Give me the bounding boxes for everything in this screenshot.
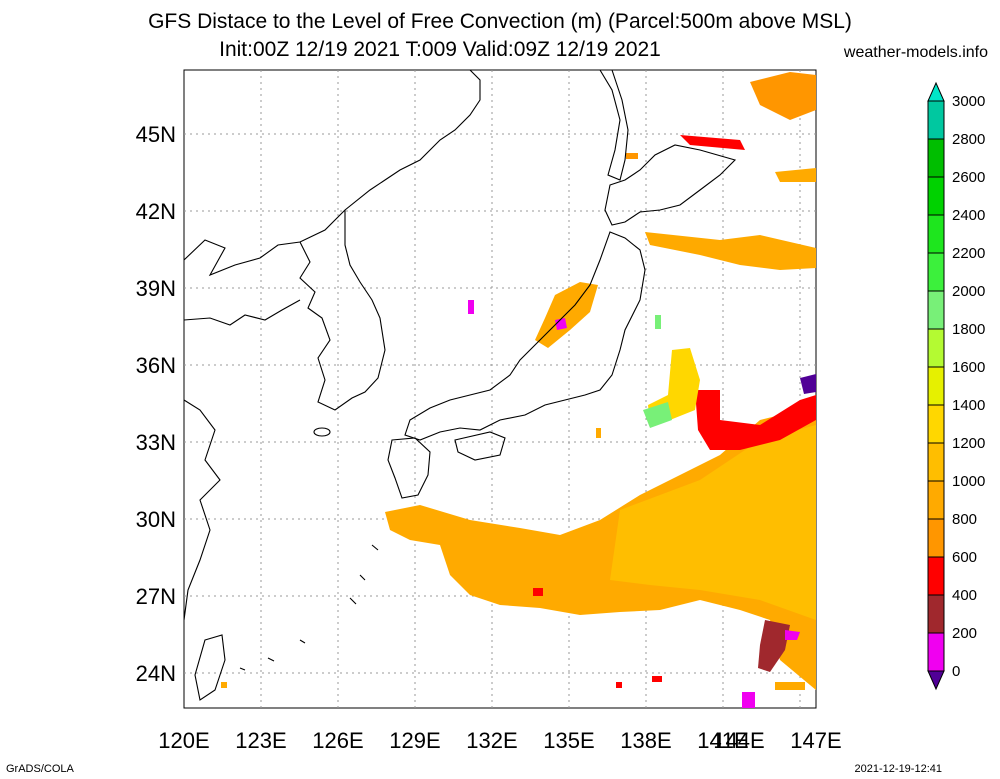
colorbar-swatch: [927, 404, 945, 444]
lat-label: 45N: [136, 122, 176, 147]
sakhalin-coast: [599, 69, 629, 181]
colorbar-swatch: [927, 442, 945, 482]
lat-label: 24N: [136, 661, 176, 686]
lon-label: 120E: [158, 728, 209, 753]
lfc-speck: [468, 300, 474, 314]
colorbar-label: 3000: [952, 93, 985, 110]
taiwan-coast: [194, 634, 226, 701]
map-frame: [183, 69, 817, 709]
lat-lon-grid: [184, 70, 816, 708]
lfc-area-orange-2: [610, 425, 816, 620]
colorbar-swatch: [927, 290, 945, 330]
lat-label: 39N: [136, 276, 176, 301]
lfc-speck: [626, 153, 638, 159]
lon-label: 126E: [312, 728, 363, 753]
lfc-speck: [596, 428, 601, 438]
colorbar-label: 400: [952, 587, 977, 604]
lfc-area-green: [643, 402, 672, 428]
lfc-speck: [533, 588, 543, 596]
jeju-island: [313, 427, 331, 437]
korea-coast: [299, 210, 386, 411]
colorbar-swatch: [927, 366, 945, 406]
colorbar-swatch: [927, 594, 945, 634]
colorbar-label: 2000: [952, 283, 985, 300]
colorbar-label: 2400: [952, 207, 985, 224]
lfc-speck: [775, 682, 805, 690]
colorbar-swatch: [927, 518, 945, 558]
colorbar-label: 1000: [952, 473, 985, 490]
kyushu-coast: [387, 437, 431, 499]
colorbar-label: 800: [952, 511, 977, 528]
colorbar: 3000280026002400220020001800160014001200…: [927, 81, 985, 691]
lfc-area-red: [695, 390, 816, 450]
lfc-area-east-hokkaido: [775, 168, 816, 182]
colorbar-label: 1400: [952, 397, 985, 414]
site-label: weather-models.info: [843, 44, 988, 61]
colorbar-swatch: [927, 214, 945, 254]
lfc-speck: [616, 682, 622, 688]
footer-timestamp: 2021-12-19-12:41: [854, 763, 942, 775]
chart-title: GFS Distace to the Level of Free Convect…: [148, 10, 852, 33]
mainland-coast: [183, 69, 481, 277]
lfc-area-sea-of-japan: [535, 282, 598, 348]
colorbar-label: 2800: [952, 131, 985, 148]
coastlines: [183, 69, 737, 701]
lfc-area-magenta-coast: [555, 318, 567, 330]
lon-label: 132E: [466, 728, 517, 753]
lfc-area-north-patch: [750, 72, 816, 120]
lat-label: 30N: [136, 507, 176, 532]
lon-label: 144E: [713, 728, 764, 753]
colorbar-swatch: [927, 480, 945, 520]
colorbar-label: 2600: [952, 169, 985, 186]
lfc-area-north-band: [645, 232, 816, 270]
lon-label: 135E: [543, 728, 594, 753]
lfc-area-brown: [758, 620, 790, 672]
colorbar-top-arrow: [927, 81, 945, 102]
lat-label: 36N: [136, 353, 176, 378]
lfc-speck: [652, 676, 662, 682]
colorbar-label: 600: [952, 549, 977, 566]
honshu-coast: [404, 231, 646, 441]
lon-label: 138E: [620, 728, 671, 753]
lon-label: 147E: [790, 728, 841, 753]
hokkaido-coast: [604, 144, 737, 226]
china-coast: [183, 299, 301, 621]
colorbar-swatch: [927, 556, 945, 596]
ryukyu-islands: [239, 544, 379, 671]
lfc-area-purple-ne: [800, 374, 816, 394]
colorbar-label: 1200: [952, 435, 985, 452]
lfc-shading: [221, 72, 816, 708]
lon-label: 141E: [697, 728, 748, 753]
lfc-area-magenta-se: [785, 630, 800, 640]
lat-label: 42N: [136, 199, 176, 224]
colorbar-label: 1600: [952, 359, 985, 376]
chart-subtitle: Init:00Z 12/19 2021 T:009 Valid:09Z 12/1…: [219, 38, 661, 61]
colorbar-swatch: [927, 138, 945, 178]
lfc-area-magenta-bottom: [742, 692, 755, 708]
colorbar-swatch: [927, 252, 945, 292]
lat-label: 27N: [136, 584, 176, 609]
lfc-speck: [221, 682, 227, 688]
lat-label: 33N: [136, 430, 176, 455]
colorbar-label: 0: [952, 663, 960, 680]
colorbar-label: 200: [952, 625, 977, 642]
colorbar-label: 2200: [952, 245, 985, 262]
colorbar-swatch: [927, 100, 945, 140]
lon-label: 123E: [235, 728, 286, 753]
colorbar-swatch: [927, 632, 945, 672]
colorbar-label: 1800: [952, 321, 985, 338]
colorbar-swatch: [927, 328, 945, 368]
lon-label: 129E: [389, 728, 440, 753]
lfc-speck: [655, 315, 661, 329]
lfc-area-north-red: [680, 135, 745, 150]
colorbar-swatch: [927, 176, 945, 216]
colorbar-bottom-arrow: [927, 670, 945, 691]
shikoku-coast: [454, 431, 506, 461]
axis-labels: 120E 123E 126E 129E 132E 135E 138E 141E …: [136, 122, 842, 753]
footer-credit: GrADS/COLA: [6, 763, 74, 775]
